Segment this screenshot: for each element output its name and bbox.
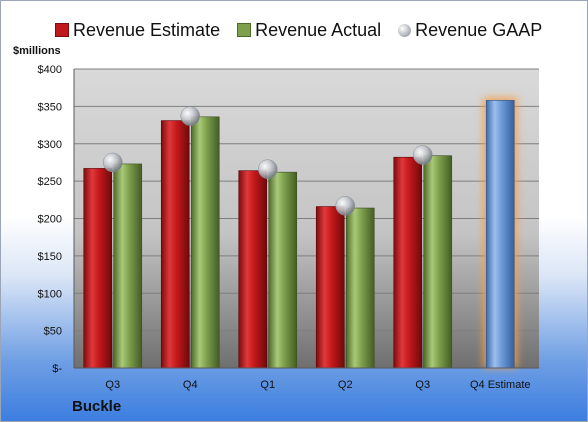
- legend-item-estimate: Revenue Estimate: [55, 20, 220, 41]
- legend-label-actual: Revenue Actual: [255, 19, 382, 40]
- bar-revenue-estimate: [393, 156, 423, 369]
- y-tick-label: $150: [38, 251, 62, 263]
- x-tick-label: Q3: [105, 379, 120, 391]
- y-tick-label: $250: [38, 176, 62, 188]
- x-tick-label: Q1: [260, 379, 275, 391]
- bar-q4-estimate: [485, 100, 515, 369]
- bar-revenue-actual: [268, 171, 298, 369]
- marker-revenue-gaap: [413, 145, 433, 165]
- bar-revenue-actual: [190, 116, 220, 369]
- y-tick-label: $350: [38, 101, 62, 113]
- y-tick-label: $300: [38, 139, 62, 151]
- legend-item-gaap: Revenue GAAP: [398, 20, 542, 41]
- y-tick-label: $400: [38, 64, 62, 76]
- marker-revenue-gaap: [335, 196, 355, 216]
- x-tick-label: Q4: [183, 379, 198, 391]
- marker-revenue-gaap: [103, 152, 123, 173]
- company-name: Buckle: [72, 398, 122, 415]
- bar-revenue-estimate: [315, 206, 345, 369]
- bar-revenue-estimate: [238, 170, 268, 369]
- y-tick-label: $100: [38, 288, 62, 300]
- bar-revenue-estimate: [83, 168, 113, 369]
- legend-label-estimate: Revenue Estimate: [73, 19, 221, 40]
- bar-revenue-actual: [423, 155, 453, 369]
- marker-revenue-gaap: [258, 159, 278, 179]
- bar-revenue-actual: [345, 207, 375, 369]
- bar-series: [83, 97, 518, 369]
- y-tick-label: $200: [38, 214, 62, 226]
- bar-revenue-actual: [113, 163, 143, 369]
- y-axis-unit-label: $millions: [13, 45, 61, 57]
- x-tick-label: Q3: [415, 379, 430, 391]
- axes: $- $50 $100 $150 $200 $250 $300 $350 $400 Q3 Q4 Q1 Q…: [38, 64, 539, 391]
- legend-item-actual: Revenue Actual: [237, 20, 381, 41]
- legend: Revenue Estimate Revenue Actual Revenue …: [55, 18, 559, 42]
- x-tick-label: Q2: [338, 379, 353, 391]
- legend-label-gaap: Revenue GAAP: [415, 19, 543, 40]
- x-tick-label: Q4 Estimate: [470, 379, 531, 391]
- legend-swatch-actual: [237, 23, 252, 37]
- y-tick-label: $50: [44, 326, 62, 338]
- y-tick-label: $-: [52, 363, 62, 375]
- bar-revenue-estimate: [160, 120, 190, 369]
- legend-swatch-estimate: [55, 23, 69, 37]
- marker-revenue-gaap: [180, 106, 200, 126]
- legend-marker-gaap: [398, 23, 412, 37]
